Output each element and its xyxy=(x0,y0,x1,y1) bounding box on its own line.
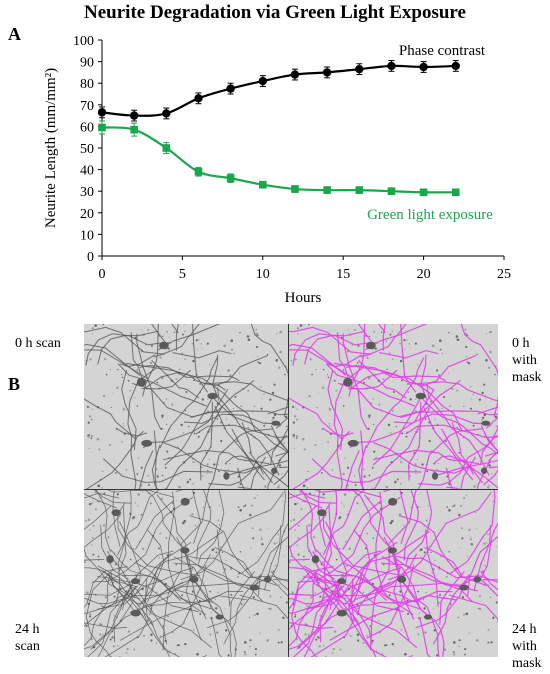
label-0h-mask: 0 h with mask xyxy=(512,336,542,385)
micrograph-24h-mask xyxy=(289,490,498,657)
green-light-point xyxy=(387,187,396,195)
green-light-point xyxy=(259,180,267,189)
phase-contrast-point xyxy=(451,61,460,71)
phase-contrast-point xyxy=(419,62,428,72)
phase-contrast-point xyxy=(387,61,396,71)
y-tick-label: 60 xyxy=(80,120,94,135)
x-tick-label: 20 xyxy=(417,267,431,282)
phase-contrast-point xyxy=(194,94,203,103)
phase-contrast-point xyxy=(290,70,300,79)
green-light-point xyxy=(451,188,460,197)
green-light-point xyxy=(291,185,299,193)
phase-contrast-line xyxy=(101,64,456,117)
x-tick-label: 10 xyxy=(256,267,270,282)
neurite-length-chart: 0 10 20 30 40 50 60 70 80 90 100 0 5 10 15 20 25 Hours Neu… xyxy=(43,34,511,306)
phase-contrast-point xyxy=(162,109,171,118)
x-axis-label: Hours xyxy=(285,290,322,306)
phase-contrast-point xyxy=(129,111,139,120)
y-tick-label: 70 xyxy=(80,99,94,114)
panel-b-label: B xyxy=(8,374,21,394)
phase-contrast-point xyxy=(226,84,235,93)
phase-contrast-point xyxy=(355,64,364,74)
green-light-point xyxy=(419,188,428,197)
series-label-green-light: Green light exposure xyxy=(367,207,493,223)
y-tick-label: 90 xyxy=(80,56,94,71)
micrograph-24h-scan xyxy=(84,490,288,657)
y-tick-label: 40 xyxy=(80,164,94,179)
y-tick-label: 10 xyxy=(80,228,94,243)
y-axis-label: Neurite Length (mm/mm²) xyxy=(43,68,59,228)
x-tick-label: 5 xyxy=(179,267,186,282)
y-tick-label: 80 xyxy=(80,77,94,92)
y-tick-label: 100 xyxy=(73,34,94,49)
micrograph-0h-scan xyxy=(84,324,288,489)
y-tick-label: 50 xyxy=(80,142,94,157)
micrograph-0h-mask xyxy=(289,324,498,489)
green-light-point xyxy=(323,186,331,194)
green-light-point xyxy=(98,123,106,132)
y-tick-label: 20 xyxy=(80,207,94,222)
x-tick-label: 0 xyxy=(99,267,106,282)
series-label-phase-contrast: Phase contrast xyxy=(399,43,486,59)
panel-a-label: A xyxy=(8,24,21,44)
figure-title: Neurite Degradation via Green Light Expo… xyxy=(84,2,466,23)
grid-divider-horizontal xyxy=(84,489,498,490)
x-tick-label: 15 xyxy=(336,267,350,282)
green-light-point xyxy=(130,125,138,134)
green-light-point xyxy=(355,186,364,194)
phase-contrast-point xyxy=(97,108,107,117)
phase-contrast-point xyxy=(258,76,267,86)
label-24h-mask: 24 h with mask xyxy=(512,622,542,671)
label-0h-scan: 0 h scan xyxy=(15,336,61,351)
y-tick-label: 30 xyxy=(80,185,94,200)
green-light-point xyxy=(226,174,235,183)
micrograph-grid xyxy=(84,324,498,657)
x-tick-label: 25 xyxy=(497,267,511,282)
green-light-point xyxy=(162,144,171,152)
label-24h-scan: 24 h scan xyxy=(15,622,40,654)
green-light-point xyxy=(194,167,203,176)
phase-contrast-point xyxy=(322,68,332,77)
green-light-line xyxy=(101,126,456,194)
y-tick-label: 0 xyxy=(87,250,94,265)
grid-divider-vertical xyxy=(288,324,289,657)
